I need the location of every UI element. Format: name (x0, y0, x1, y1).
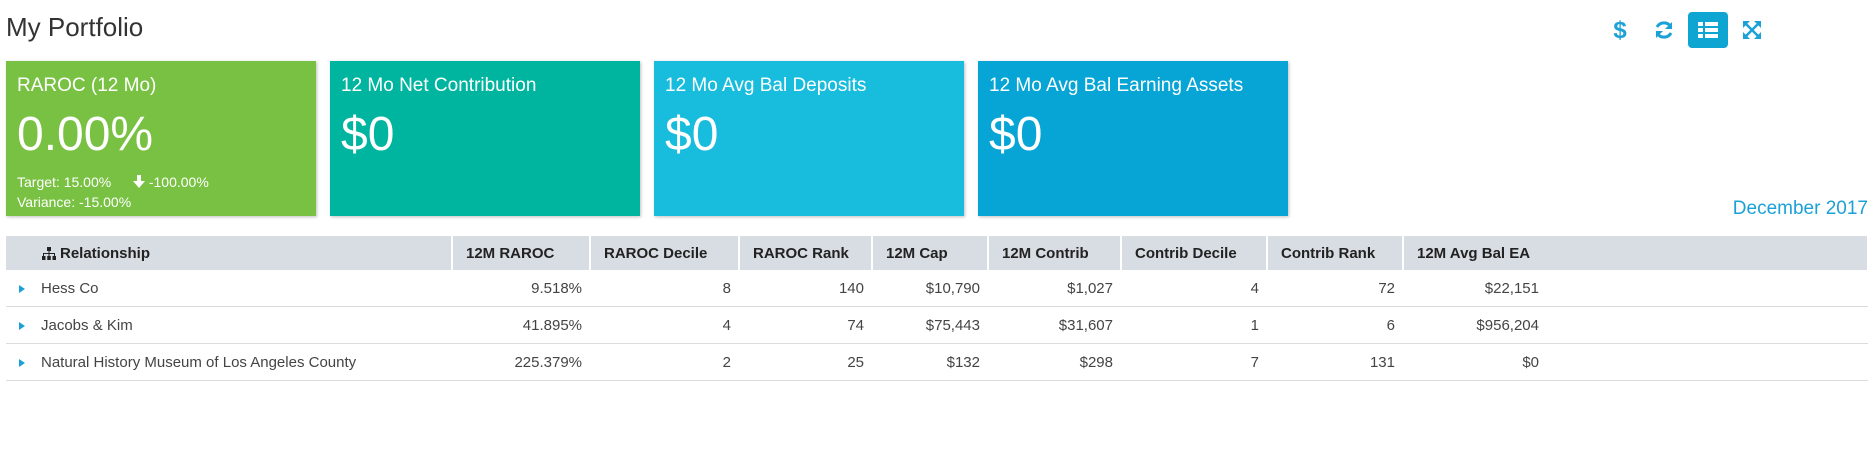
raroc-rank-cell: 140 (739, 270, 872, 307)
raroc-rank-cell: 25 (739, 343, 872, 381)
raroc-cell: 9.518% (452, 270, 590, 307)
relationship-name[interactable]: Natural History Museum of Los Angeles Co… (41, 353, 357, 371)
avg-bal-ea-cell: $0 (1403, 343, 1868, 381)
column-header-contrib-rank[interactable]: Contrib Rank (1267, 236, 1404, 270)
raroc-decile-cell: 2 (590, 343, 739, 381)
raroc-decile-cell: 8 (590, 270, 739, 307)
net-contribution-card-value: $0 (341, 108, 395, 161)
column-header-raroc-decile[interactable]: RAROC Decile (590, 236, 740, 270)
table-row[interactable]: Hess Co 9.518% 8 140 $10,790 $1,027 4 72… (6, 270, 1868, 307)
currency-button[interactable]: $ (1600, 12, 1640, 48)
avg-bal-ea-cell: $22,151 (1403, 270, 1868, 307)
avg-bal-earning-assets-card-value: $0 (989, 108, 1043, 161)
expand-icon (1743, 21, 1761, 39)
portfolio-table: Relationship 12M RAROC RAROC Decile RARO… (6, 236, 1868, 381)
contrib-cell: $298 (988, 343, 1121, 381)
raroc-card-title: RAROC (12 Mo) (17, 75, 157, 96)
avg-bal-earning-assets-card-title: 12 Mo Avg Bal Earning Assets (989, 75, 1244, 96)
column-header-12m-contrib[interactable]: 12M Contrib (988, 236, 1122, 270)
raroc-target-line: Target: 15.00% -100.00% (17, 174, 209, 190)
contrib-decile-cell: 1 (1121, 306, 1267, 344)
raroc-card[interactable]: RAROC (12 Mo) 0.00% Target: 15.00% -100.… (6, 61, 316, 216)
toolbar: $ (1600, 12, 1820, 48)
raroc-change: -100.00% (148, 174, 209, 190)
raroc-decile-cell: 4 (590, 306, 739, 344)
net-contribution-card-title: 12 Mo Net Contribution (341, 75, 537, 96)
column-header-12m-avg-bal-ea[interactable]: 12M Avg Bal EA (1403, 236, 1868, 270)
list-view-button[interactable] (1688, 12, 1728, 48)
relationship-cell: Jacobs & Kim (6, 306, 452, 344)
contrib-rank-cell: 131 (1267, 343, 1403, 381)
raroc-cell: 225.379% (452, 343, 590, 381)
net-contribution-card[interactable]: 12 Mo Net Contribution $0 (330, 61, 640, 216)
cap-cell: $132 (872, 343, 988, 381)
relationship-cell: Natural History Museum of Los Angeles Co… (6, 343, 452, 381)
table-header-row: Relationship 12M RAROC RAROC Decile RARO… (6, 236, 1868, 270)
list-icon (1698, 22, 1718, 38)
arrow-down-icon (132, 175, 145, 188)
relationship-name[interactable]: Hess Co (41, 279, 99, 297)
contrib-decile-cell: 4 (1121, 270, 1267, 307)
contrib-rank-cell: 72 (1267, 270, 1403, 307)
contrib-rank-cell: 6 (1267, 306, 1403, 344)
as-of-date: December 2017 (1732, 198, 1868, 219)
refresh-icon (1655, 21, 1673, 39)
column-header-12m-raroc[interactable]: 12M RAROC (452, 236, 591, 270)
svg-text:$: $ (1613, 18, 1627, 42)
column-header-raroc-rank[interactable]: RAROC Rank (739, 236, 873, 270)
page-title: My Portfolio (6, 12, 144, 42)
raroc-card-value: 0.00% (17, 108, 154, 161)
cap-cell: $10,790 (872, 270, 988, 307)
fullscreen-button[interactable] (1732, 12, 1772, 48)
cap-cell: $75,443 (872, 306, 988, 344)
dollar-icon: $ (1613, 18, 1627, 42)
contrib-cell: $1,027 (988, 270, 1121, 307)
raroc-target: Target: 15.00% (17, 174, 112, 190)
column-header-12m-cap[interactable]: 12M Cap (872, 236, 989, 270)
raroc-cell: 41.895% (452, 306, 590, 344)
expand-row-icon[interactable] (19, 321, 25, 330)
table-row[interactable]: Jacobs & Kim 41.895% 4 74 $75,443 $31,60… (6, 306, 1868, 344)
table-row[interactable]: Natural History Museum of Los Angeles Co… (6, 343, 1868, 381)
avg-bal-earning-assets-card[interactable]: 12 Mo Avg Bal Earning Assets $0 (978, 61, 1288, 216)
contrib-decile-cell: 7 (1121, 343, 1267, 381)
column-header-label: Relationship (60, 244, 151, 262)
raroc-variance: Variance: -15.00% (17, 194, 132, 210)
expand-row-icon[interactable] (19, 284, 25, 293)
avg-bal-ea-cell: $956,204 (1403, 306, 1868, 344)
contrib-cell: $31,607 (988, 306, 1121, 344)
column-header-relationship[interactable]: Relationship (6, 236, 453, 270)
expand-row-icon[interactable] (19, 358, 25, 367)
relationship-name[interactable]: Jacobs & Kim (41, 316, 133, 334)
column-header-contrib-decile[interactable]: Contrib Decile (1121, 236, 1268, 270)
avg-bal-deposits-card[interactable]: 12 Mo Avg Bal Deposits $0 (654, 61, 964, 216)
avg-bal-deposits-card-title: 12 Mo Avg Bal Deposits (665, 75, 867, 96)
raroc-rank-cell: 74 (739, 306, 872, 344)
hierarchy-icon (42, 246, 56, 260)
avg-bal-deposits-card-value: $0 (665, 108, 719, 161)
relationship-cell: Hess Co (6, 270, 452, 307)
refresh-button[interactable] (1644, 12, 1684, 48)
